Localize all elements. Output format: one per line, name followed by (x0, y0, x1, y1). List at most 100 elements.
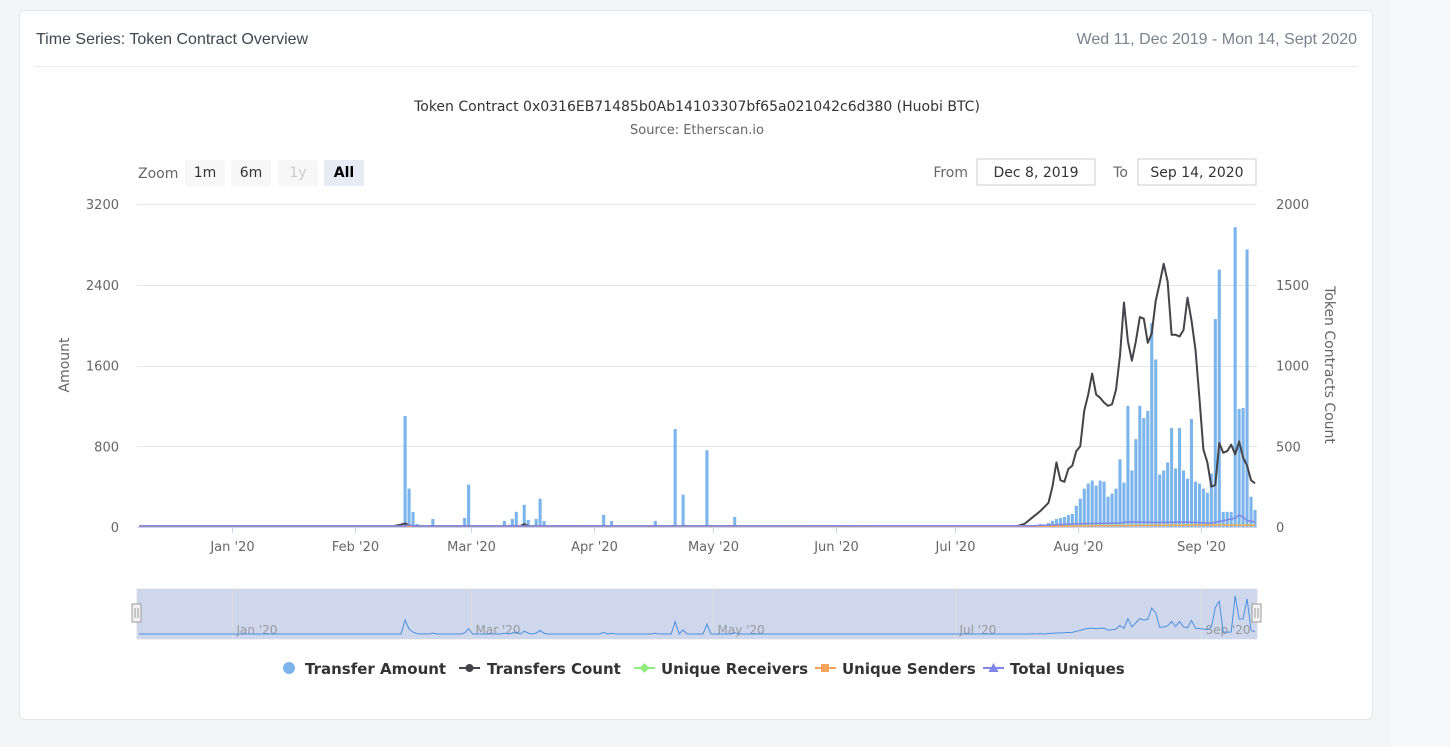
y-axis-left: 0 800 1600 2400 3200 (86, 198, 119, 536)
legend-transfers-count-marker (465, 664, 474, 672)
transfer-amount-bar (1078, 498, 1082, 527)
grid-lines (137, 204, 1257, 447)
to-date-input[interactable]: Sep 14, 2020 (1137, 158, 1257, 186)
transfer-amount-bar (1090, 480, 1094, 527)
to-date-input-box (1137, 158, 1257, 186)
transfer-amount-bar (705, 450, 709, 527)
transfer-amount-bar (1221, 511, 1225, 527)
transfer-amount-bar (1189, 419, 1194, 527)
transfer-amount-bar (534, 518, 538, 527)
transfer-amount-bar (681, 494, 685, 527)
transfer-amount-bar (1154, 359, 1158, 527)
from-date-input[interactable]: Dec 8, 2019 (976, 158, 1096, 186)
from-date-input-box (976, 158, 1096, 186)
transfer-amount-bar (542, 520, 546, 527)
transfer-amount-bar (510, 518, 514, 527)
y-right-tick-label: 1000 (1276, 360, 1309, 375)
x-axis-tick-label: Apr '20 (571, 540, 618, 555)
transfer-amount-bar (411, 511, 415, 527)
page-background-strip (1390, 0, 1450, 747)
legend-item-unique-senders[interactable]: Unique Senders (815, 660, 976, 678)
date-range-label: Wed 11, Dec 2019 - Mon 14, Sept 2020 (1076, 31, 1357, 48)
transfer-amount-bar (653, 520, 657, 527)
transfer-amount-bar (1181, 470, 1186, 527)
x-axis-tick-label: Aug '20 (1054, 540, 1104, 555)
transfer-amount-bars (403, 227, 1257, 528)
zoom-1y-button-bg (278, 160, 318, 186)
transfer-amount-bar (514, 511, 518, 527)
to-date-value: Sep 14, 2020 (1150, 165, 1243, 181)
transfer-amount-bar (1241, 407, 1245, 527)
x-axis: Jan '20 Feb '20 Mar '20 Apr '20 May '20 Jun '… (209, 527, 1226, 555)
y-left-tick-label: 1600 (86, 360, 119, 375)
transfer-amount-bar (1122, 482, 1126, 527)
transfer-amount-bar (1253, 509, 1257, 527)
zoom-6m-button[interactable]: 6m (231, 160, 271, 186)
series-line-unique-senders (138, 524, 1256, 528)
transfer-amount-bar (733, 516, 737, 527)
transfer-amount-bar (1130, 470, 1134, 527)
y-right-tick-label: 500 (1276, 440, 1301, 455)
x-axis-tick-label: Jun '20 (813, 540, 859, 555)
transfer-amount-bar (1114, 488, 1118, 527)
legend-item-transfers-count[interactable]: Transfers Count (459, 660, 621, 678)
navigator-tick-label: Jan '20 (236, 623, 278, 637)
transfer-amount-bar (1193, 481, 1197, 527)
transfer-amount-bar (1146, 410, 1150, 527)
zoom-1m-button[interactable]: 1m (185, 160, 225, 186)
zoom-1y-button[interactable]: 1y (278, 160, 318, 186)
transfer-amount-bar (1201, 488, 1205, 527)
legend-item-transfer-amount[interactable]: Transfer Amount (283, 660, 446, 678)
transfer-amount-bar (1249, 496, 1253, 527)
legend-item-total-uniques[interactable]: Total Uniques (983, 660, 1125, 678)
navigator-left-handle[interactable] (131, 603, 142, 623)
transfer-amount-bar (1062, 516, 1066, 527)
to-label: To (1112, 165, 1128, 181)
legend-unique-receivers-label: Unique Receivers (661, 660, 808, 678)
transfer-amount-bar (1094, 485, 1098, 527)
transfer-amount-bar (1058, 517, 1062, 527)
legend-item-unique-receivers[interactable]: Unique Receivers (634, 660, 808, 678)
transfer-amount-bar (1162, 470, 1166, 527)
zoom-all-button[interactable]: All (324, 160, 364, 186)
navigator-right-handle[interactable] (1251, 603, 1262, 623)
x-axis-tick-label: Jul '20 (935, 540, 976, 555)
navigator-tick-label: Sep '20 (1206, 623, 1251, 637)
transfer-amount-bar (431, 518, 435, 527)
transfer-amount-bar (1174, 468, 1178, 527)
transfer-amount-bar (522, 504, 526, 527)
legend-total-uniques-label: Total Uniques (1010, 660, 1125, 678)
legend-total-uniques-marker (988, 663, 999, 672)
transfer-amount-bar (1134, 439, 1138, 527)
zoom-6m-button-bg (231, 160, 271, 186)
transfer-amount-bar (1106, 496, 1110, 527)
navigator-selected-range[interactable] (137, 589, 1257, 639)
series-line-total-uniques (138, 514, 1256, 527)
zoom-1y-button-label: 1y (289, 165, 306, 181)
y-left-tick-label: 3200 (86, 198, 119, 213)
transfer-amount-bar (1158, 474, 1162, 527)
legend-transfer-amount-label: Transfer Amount (305, 660, 446, 678)
transfer-amount-bar (602, 514, 606, 527)
x-axis-tick-label: Jan '20 (209, 540, 254, 555)
zoom-all-button-bg (324, 160, 364, 186)
from-date-value: Dec 8, 2019 (994, 165, 1079, 181)
legend-transfers-count-label: Transfers Count (487, 660, 621, 678)
legend-unique-receivers-marker (639, 663, 650, 673)
navigator[interactable]: Jan '20 Mar '20 May '20 Jul '20 Sep '20 (131, 588, 1262, 640)
transfer-amount-bar (1050, 520, 1055, 527)
transfer-amount-bar (1233, 227, 1237, 527)
transfer-amount-bar (1138, 405, 1142, 528)
y-left-tick-label: 0 (111, 521, 119, 536)
transfer-amount-bar (526, 519, 530, 527)
y-axis-left-title: Amount (57, 337, 73, 393)
transfer-amount-bar (463, 517, 467, 527)
transfer-amount-bar (538, 498, 542, 527)
transfer-amount-bar (1150, 323, 1154, 527)
transfer-amount-bar (1074, 505, 1078, 527)
transfer-amount-bar (1086, 483, 1090, 527)
y-axis-right: 0 500 1000 1500 2000 (1276, 198, 1309, 536)
transfer-amount-bar (1205, 492, 1209, 527)
transfer-amount-bar (1178, 428, 1182, 527)
navigator-series-line (138, 595, 1256, 635)
